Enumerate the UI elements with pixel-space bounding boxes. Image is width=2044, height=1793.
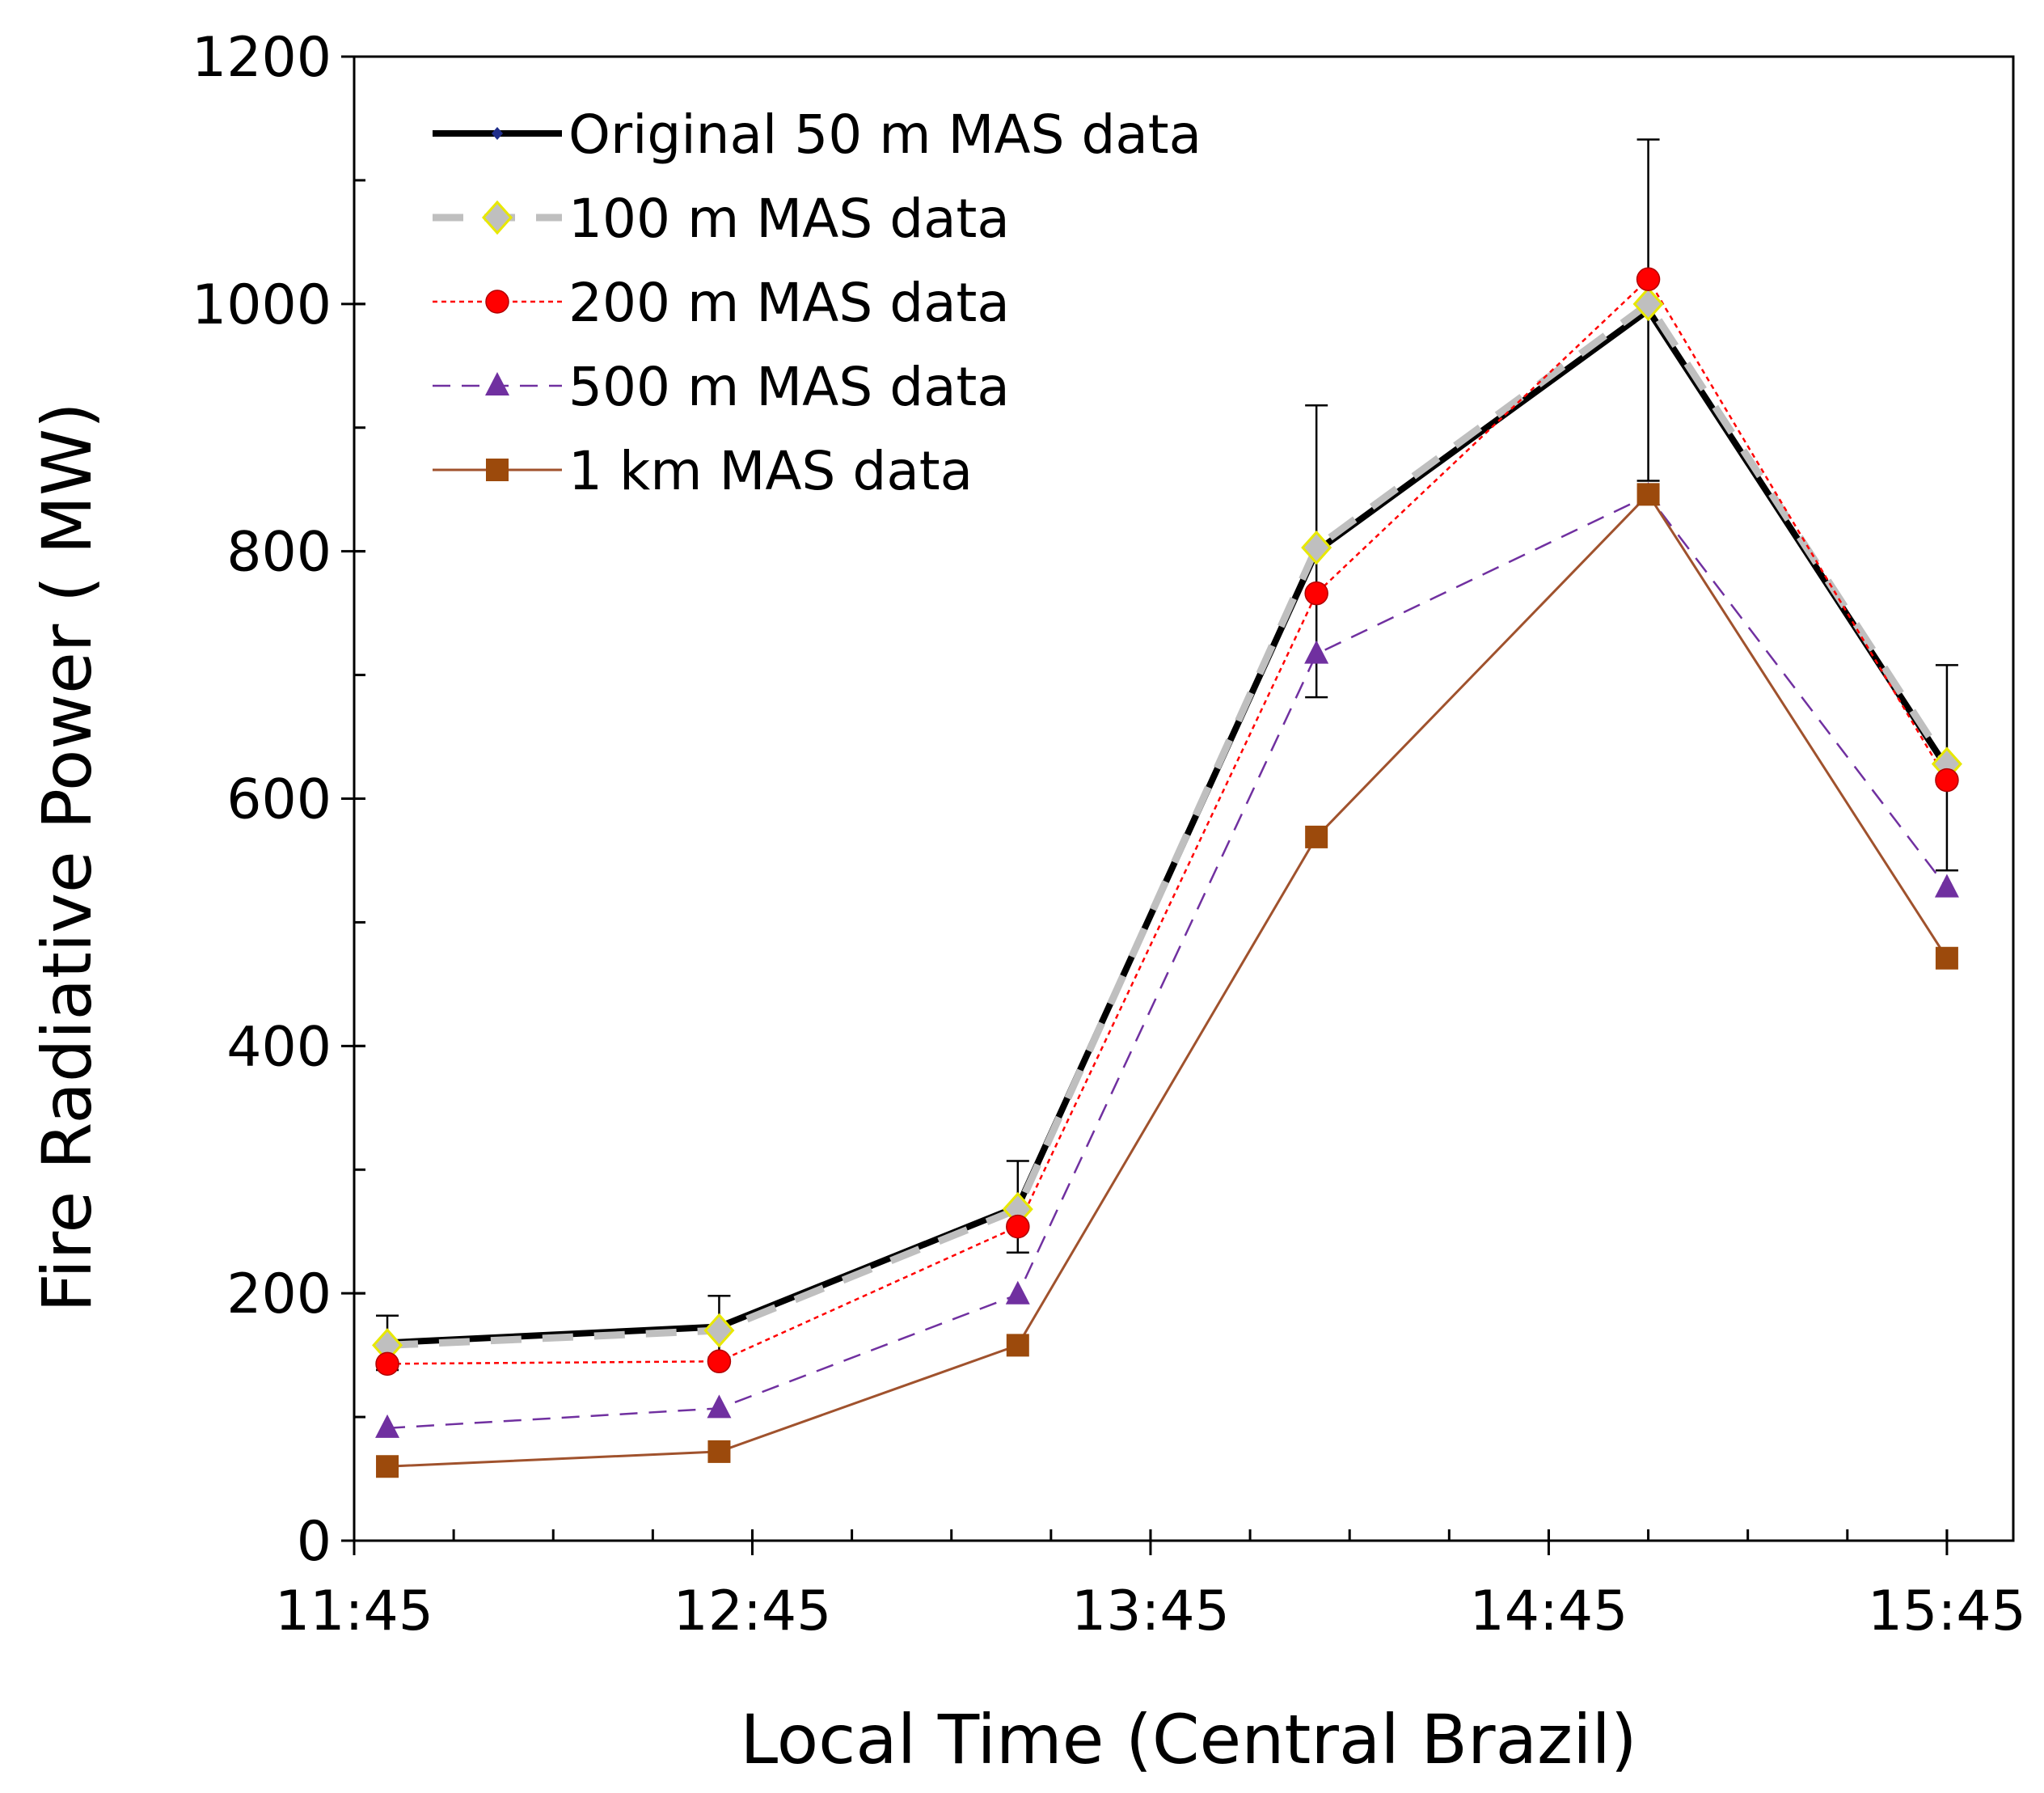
data-point-500-m-mas-data [707,1394,732,1419]
y-tick-label: 800 [226,521,332,585]
legend-label-original-50-m-mas-data: Original 50 m MAS data [568,104,1201,166]
legend-swatch-marker-200-m-mas-data [485,290,509,314]
x-tick-label: 12:45 [673,1579,831,1643]
axes: 0 200 400 600 800 1000 1200 11:45 12:45 13:45 14:4… [192,26,2026,1643]
data-point-200-m-mas-data [1935,768,1959,793]
legend-label-100-m-mas-data: 100 m MAS data [568,188,1010,250]
y-tick-label: 1200 [192,26,332,90]
x-tick-label: 11:45 [275,1579,433,1643]
legend-swatch-marker-100-m-mas-data [481,200,513,235]
data-point-500-m-mas-data [1005,1280,1030,1305]
data-point-500-m-mas-data [375,1414,400,1438]
data-point-200-m-mas-data [375,1351,399,1376]
data-point-500-m-mas-data [1934,873,1959,898]
data-point-1-km-mas-data [1935,946,1958,970]
data-point-200-m-mas-data [707,1349,732,1374]
data-point-1-km-mas-data [707,1440,731,1463]
data-point-1-km-mas-data [1006,1334,1029,1357]
data-point-1-km-mas-data [376,1455,399,1478]
series-line-200-m-mas-data [387,278,1948,1365]
y-tick-label: 1000 [192,273,332,337]
data-point-100-m-mas-data [1632,286,1664,322]
y-tick-label: 600 [226,768,332,832]
data-point-200-m-mas-data [1006,1214,1030,1239]
y-tick-label: 0 [297,1510,332,1574]
legend-label-1-km-mas-data: 1 km MAS data [568,440,973,502]
series-line-500-m-mas-data [386,494,1948,1430]
x-tick-label: 13:45 [1071,1579,1230,1643]
legend-label-200-m-mas-data: 200 m MAS data [568,272,1010,334]
legend-label-500-m-mas-data: 500 m MAS data [568,356,1010,418]
data-point-500-m-mas-data [1304,640,1329,664]
x-tick-label: 15:45 [1868,1579,2026,1643]
legend-swatch-marker-500-m-mas-data [485,372,509,395]
y-tick-label: 200 [226,1262,332,1326]
data-point-1-km-mas-data [1636,483,1660,506]
y-tick-label: 400 [226,1015,332,1079]
legend-swatch-marker-original-50-m-mas-data [492,127,503,140]
data-point-100-m-mas-data [1301,530,1332,565]
data-point-200-m-mas-data [1304,581,1328,606]
legend-swatch-marker-1-km-mas-data [486,459,509,481]
x-tick-label: 14:45 [1469,1579,1628,1643]
y-axis-title: Fire Radiative Power ( MW) [27,402,107,1313]
data-point-100-m-mas-data [703,1313,735,1348]
data-point-1-km-mas-data [1305,825,1328,848]
series-line-1-km-mas-data [386,493,1949,1468]
legend: Original 50 m MAS data 100 m MAS data 200 … [433,104,1201,502]
x-axis-title: Local Time (Central Brazil) [740,1700,1636,1779]
data-point-200-m-mas-data [1636,267,1661,291]
series [372,267,1962,1478]
series-line-100-m-mas-data [386,300,1950,1349]
